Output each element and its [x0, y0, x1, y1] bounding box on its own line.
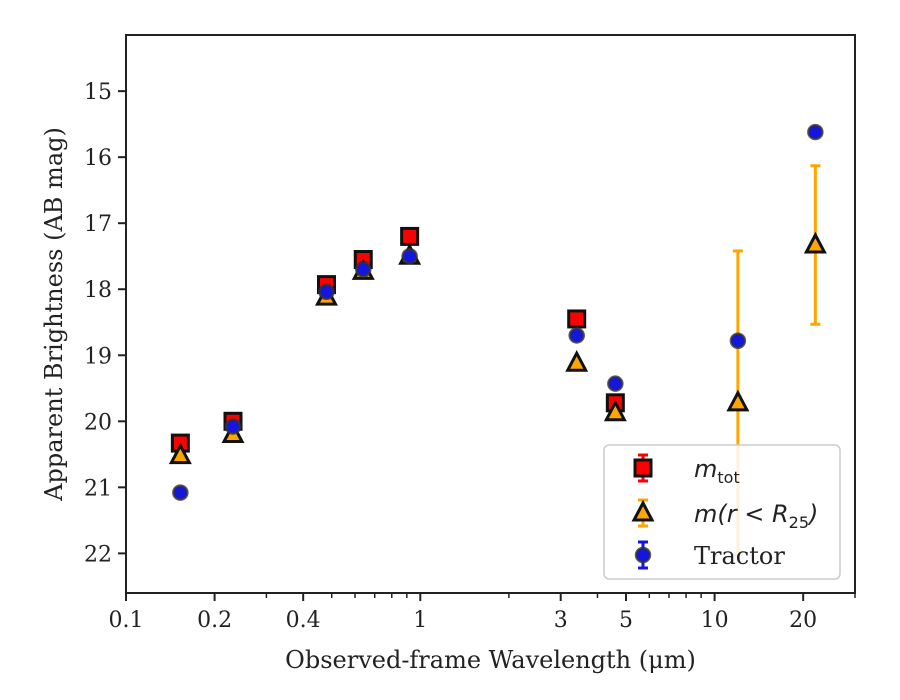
y-axis-label: Apparent Brightness (AB mag): [40, 127, 68, 502]
y-tick-label: 20: [84, 410, 112, 435]
point-tractor: [401, 247, 418, 265]
y-tick-label: 18: [84, 278, 112, 303]
legend-label-mtot: mtot: [694, 455, 740, 487]
x-tick-label: 0.2: [197, 608, 232, 633]
point-tractor: [172, 484, 189, 501]
data-markers: [168, 123, 827, 501]
legend: mtot m(r < R25) Tractor: [603, 444, 841, 580]
legend-label-subscript: 25: [789, 513, 809, 532]
y-tick-label: 16: [84, 146, 112, 171]
x-tick-label: 10: [701, 608, 729, 633]
legend-label-main: m: [694, 455, 717, 483]
point-tractor: [729, 332, 747, 349]
plot-frame: [125, 34, 856, 594]
point-tractor: [224, 418, 242, 435]
y-tick-label: 19: [84, 344, 112, 369]
point-m-r25: [803, 231, 827, 254]
legend-label-tractor: Tractor: [694, 542, 785, 570]
legend-entry-m-r25: m(r < R25): [631, 498, 818, 532]
x-tick-label: 3: [554, 608, 568, 633]
y-tick-label: 22: [84, 542, 112, 567]
legend-label-m-r25: m(r < R25): [694, 500, 818, 532]
point-tractor: [355, 261, 372, 278]
x-tick-label: 5: [619, 608, 633, 633]
y-tick-label: 15: [84, 80, 112, 105]
legend-entry-mtot: mtot: [633, 453, 740, 487]
x-tick-label: 0.1: [109, 608, 144, 633]
legend-label-subscript: tot: [717, 468, 739, 487]
point-mtot: [400, 226, 420, 246]
point-tractor: [568, 327, 585, 344]
x-tick-label: 0.4: [286, 608, 321, 633]
legend-marker-tractor: [634, 546, 652, 564]
legend-marker-mtot: [633, 458, 653, 478]
legend-label-tail: ): [807, 500, 818, 528]
y-tick-label: 21: [84, 476, 112, 501]
legend-label-main: m(r < R: [694, 500, 789, 528]
axis-ticks: 0.1 0.2 0.4 1 3 5 10 20 15 16 17 18 19 20 21 22: [84, 80, 856, 633]
point-mtot: [567, 309, 587, 329]
x-tick-label: 1: [413, 608, 427, 633]
point-tractor: [807, 123, 824, 141]
point-tractor: [607, 375, 624, 392]
legend-marker-m-r25: [631, 499, 655, 522]
point-m-r25: [168, 442, 192, 465]
point-tractor: [318, 283, 335, 301]
legend-entry-tractor: Tractor: [634, 540, 785, 570]
point-m-r25: [565, 349, 589, 372]
legend-box: [603, 444, 841, 580]
point-m-r25: [726, 389, 750, 412]
point-m-r25: [603, 399, 627, 422]
y-tick-label: 17: [84, 212, 112, 237]
x-tick-label: 20: [789, 608, 817, 633]
x-axis-label: Observed-frame Wavelength (μm): [285, 646, 696, 674]
